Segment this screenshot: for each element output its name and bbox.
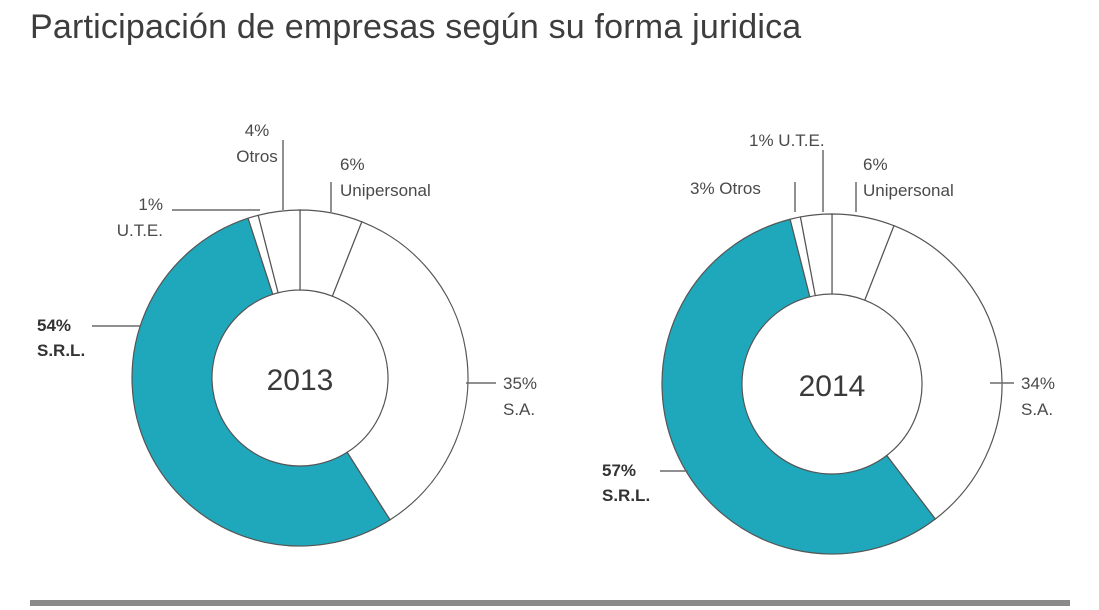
value-label-s-a: 34% [1021, 374, 1055, 393]
value-label-otros: 3% Otros [690, 179, 761, 198]
donut-chart-2014: 2014 57% S.R.L. 34% S.A. 6% Unipersonal 3% Otro… [602, 131, 1055, 555]
category-label-unipersonal: Unipersonal [863, 181, 954, 200]
donut-chart-2013: 2013 54% S.R.L. 35% S.A. 6% Unipersonal 4% Otros… [37, 121, 537, 547]
value-label-unipersonal: 6% [340, 155, 365, 174]
slice-s-a [331, 221, 469, 521]
value-label-otros: 4% [245, 121, 270, 140]
slice-s-a [864, 224, 1003, 520]
value-label-s-r-l: 57% [602, 461, 636, 480]
center-year-label: 2013 [267, 364, 334, 397]
slice-s-r-l [131, 217, 391, 547]
chart-title: Participación de empresas según su forma… [30, 8, 802, 46]
slice-otros [799, 213, 833, 297]
category-label-s-a: S.A. [1021, 400, 1053, 419]
value-label-s-r-l: 54% [37, 316, 71, 335]
value-label-u-t-e: 1% U.T.E. [749, 131, 825, 150]
category-label-s-r-l: S.R.L. [37, 341, 85, 360]
slice-s-r-l [661, 218, 937, 555]
category-label-s-r-l: S.R.L. [602, 486, 650, 505]
value-label-u-t-e: 1% [138, 195, 163, 214]
category-label-u-t-e: U.T.E. [117, 221, 163, 240]
bottom-rule [30, 600, 1070, 606]
value-label-s-a: 35% [503, 374, 537, 393]
center-year-label: 2014 [799, 370, 866, 403]
category-label-unipersonal: Unipersonal [340, 181, 431, 200]
category-label-s-a: S.A. [503, 400, 535, 419]
category-label-otros: Otros [236, 147, 278, 166]
slice-otros [257, 209, 301, 294]
value-label-unipersonal: 6% [863, 155, 888, 174]
